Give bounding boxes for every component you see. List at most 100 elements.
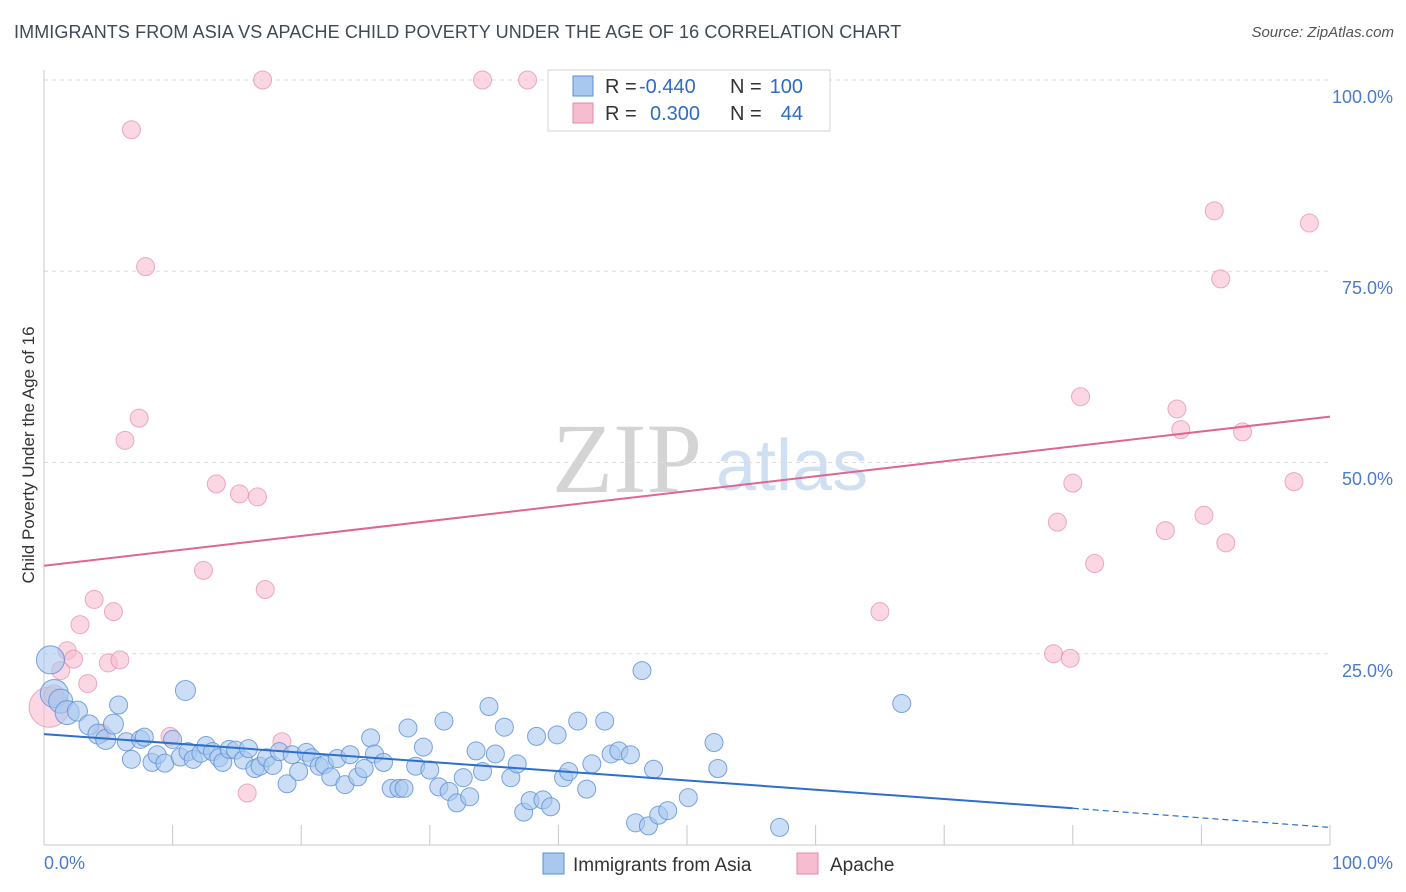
asia-point xyxy=(289,762,309,782)
legend-r-label: R = xyxy=(605,103,637,125)
asia-point xyxy=(466,741,486,761)
apache-point xyxy=(1216,533,1236,553)
apache-point xyxy=(253,70,273,90)
chart-source: Source: ZipAtlas.com xyxy=(1251,24,1394,41)
asia-point xyxy=(708,759,728,778)
correlation-legend: R = -0.440 N = 100 R = 0.300 N = 44 xyxy=(547,69,831,132)
apache-point xyxy=(206,474,226,494)
asia-point xyxy=(507,754,527,774)
asia-points xyxy=(35,645,912,837)
asia-point xyxy=(620,745,640,765)
asia-point xyxy=(163,729,183,749)
apache-trend-line xyxy=(43,415,1331,567)
asia-point xyxy=(704,732,724,752)
asia-point xyxy=(527,726,547,746)
legend-r-value: -0.440 xyxy=(639,76,696,98)
apache-point xyxy=(1299,213,1319,233)
x-tick-label-min: 0.0% xyxy=(44,853,85,873)
apache-point xyxy=(1211,269,1231,289)
legend-n-value: 100 xyxy=(770,76,803,98)
asia-point xyxy=(277,774,297,794)
asia-point xyxy=(479,697,499,717)
legend-swatch-apache xyxy=(796,852,819,875)
apache-point xyxy=(110,650,130,670)
apache-point xyxy=(103,602,123,622)
asia-trend-line xyxy=(43,733,1073,810)
y-tick-labels: 25.0% 50.0% 75.0% 100.0% xyxy=(1332,87,1393,681)
legend-swatch-asia xyxy=(542,852,565,875)
apache-point xyxy=(64,649,84,669)
asia-point xyxy=(658,801,678,821)
legend-box xyxy=(547,69,831,132)
asia-point xyxy=(109,695,129,715)
asia-point xyxy=(460,787,480,807)
apache-point xyxy=(136,257,156,277)
asia-point xyxy=(374,752,394,772)
apache-point xyxy=(518,70,538,90)
asia-point xyxy=(678,788,698,808)
apache-point xyxy=(1284,472,1304,492)
asia-point xyxy=(121,749,141,769)
apache-point xyxy=(1047,512,1067,532)
legend-swatch-blue xyxy=(572,75,594,97)
apache-point xyxy=(1063,473,1083,493)
asia-point xyxy=(420,760,440,780)
watermark: ZIP atlas xyxy=(552,403,868,514)
y-tick-label: 50.0% xyxy=(1342,469,1393,489)
asia-point xyxy=(394,778,414,798)
apache-point xyxy=(129,408,149,428)
apache-point xyxy=(473,70,493,90)
legend-label-apache: Apache xyxy=(830,855,894,876)
apache-point xyxy=(870,602,890,622)
legend-n-value: 44 xyxy=(781,103,803,125)
asia-trend-extension xyxy=(1072,807,1331,829)
asia-point xyxy=(66,700,88,722)
asia-point xyxy=(494,717,514,737)
y-tick-label: 75.0% xyxy=(1342,278,1393,298)
y-axis-title: Child Poverty Under the Age of 16 xyxy=(19,326,38,583)
trend-lines xyxy=(43,415,1331,829)
apache-point xyxy=(229,484,249,504)
apache-point xyxy=(1044,644,1064,664)
apache-point xyxy=(1071,387,1091,407)
asia-point xyxy=(632,661,652,681)
apache-point xyxy=(84,589,104,609)
legend-n-label: N = xyxy=(730,103,762,125)
apache-point xyxy=(1060,648,1080,668)
asia-point xyxy=(174,679,196,701)
asia-point xyxy=(892,693,912,713)
apache-point xyxy=(115,430,135,450)
legend-n-label: N = xyxy=(730,76,762,98)
apache-point xyxy=(1085,553,1105,573)
apache-point xyxy=(1204,201,1224,221)
gridlines xyxy=(44,79,1330,655)
asia-point xyxy=(361,728,381,748)
legend-swatch-pink xyxy=(572,102,594,124)
apache-point xyxy=(247,487,267,507)
asia-point xyxy=(485,744,505,764)
asia-point xyxy=(568,711,588,731)
asia-point xyxy=(547,725,567,745)
x-tick-label-max: 100.0% xyxy=(1332,853,1393,873)
apache-point xyxy=(255,579,275,599)
asia-point xyxy=(541,797,561,817)
y-tick-label: 25.0% xyxy=(1342,661,1393,681)
apache-point xyxy=(70,615,90,635)
asia-point xyxy=(577,779,597,799)
apache-point xyxy=(1167,399,1187,419)
apache-point xyxy=(1155,521,1175,541)
apache-point xyxy=(1171,420,1191,440)
apache-point xyxy=(78,674,98,694)
asia-point xyxy=(473,762,493,782)
y-tick-label: 100.0% xyxy=(1332,87,1393,107)
chart-title: IMMIGRANTS FROM ASIA VS APACHE CHILD POV… xyxy=(14,22,902,42)
asia-point xyxy=(582,754,602,774)
asia-point xyxy=(102,713,124,735)
x-axis-ticks xyxy=(43,825,1331,845)
asia-point xyxy=(595,711,615,731)
series-legend: Immigrants from Asia Apache xyxy=(542,852,894,876)
asia-point xyxy=(770,817,790,837)
apache-point xyxy=(121,120,141,140)
legend-r-value: 0.300 xyxy=(650,103,700,125)
